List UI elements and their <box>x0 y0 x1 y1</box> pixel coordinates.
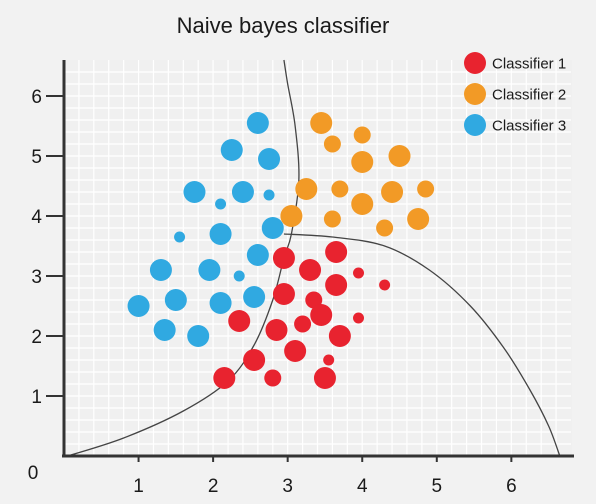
point-classifier-3 <box>198 259 221 281</box>
point-classifier-2 <box>351 151 374 173</box>
point-classifier-3 <box>153 319 176 341</box>
x-tick-label: 4 <box>357 476 368 497</box>
point-classifier-2 <box>295 178 318 200</box>
point-classifier-2 <box>407 208 430 230</box>
point-classifier-3 <box>220 139 243 161</box>
point-classifier-1 <box>353 312 365 324</box>
point-classifier-3 <box>183 181 206 203</box>
legend-label-classifier-2: Classifier 2 <box>492 87 566 104</box>
point-classifier-1 <box>323 354 335 366</box>
point-classifier-3 <box>243 286 266 308</box>
point-classifier-2 <box>323 210 341 228</box>
point-classifier-1 <box>310 304 333 326</box>
y-tick-label: 1 <box>31 387 42 408</box>
ticks: 1 2 3 4 5 6 1 2 3 4 5 6 <box>31 87 516 497</box>
legend-marker-classifier-2 <box>464 83 486 105</box>
origin-label: 0 <box>28 463 39 484</box>
point-classifier-1 <box>379 279 391 291</box>
point-classifier-1 <box>325 274 348 296</box>
point-classifier-3 <box>246 244 269 266</box>
point-classifier-1 <box>294 315 312 333</box>
point-classifier-2 <box>310 112 333 134</box>
point-classifier-2 <box>280 205 303 227</box>
y-tick-label: 5 <box>31 147 42 168</box>
y-tick-label: 3 <box>31 267 42 288</box>
point-classifier-3 <box>233 270 245 282</box>
chart-title: Naive bayes classifier <box>177 13 390 38</box>
legend-label-classifier-3: Classifier 3 <box>492 118 566 135</box>
point-classifier-1 <box>228 310 251 332</box>
point-classifier-3 <box>187 325 210 347</box>
point-classifier-3 <box>149 259 172 281</box>
point-classifier-3 <box>209 292 232 314</box>
x-tick-label: 2 <box>208 476 219 497</box>
decision-boundary-2 <box>283 233 561 457</box>
point-classifier-2 <box>331 180 349 198</box>
x-tick-label: 3 <box>282 476 293 497</box>
axes <box>62 60 574 458</box>
point-classifier-3 <box>174 231 186 243</box>
point-classifier-2 <box>353 126 371 144</box>
point-classifier-3 <box>263 189 275 201</box>
point-classifier-3 <box>231 181 254 203</box>
point-classifier-2 <box>388 145 411 167</box>
legend-marker-classifier-3 <box>464 114 486 136</box>
point-classifier-3 <box>164 289 187 311</box>
point-classifier-3 <box>261 217 284 239</box>
point-classifier-3 <box>215 198 227 210</box>
point-classifier-3 <box>246 112 269 134</box>
y-tick-label: 2 <box>31 327 42 348</box>
data-points <box>127 112 435 389</box>
point-classifier-1 <box>328 325 351 347</box>
point-classifier-2 <box>381 181 404 203</box>
legend-marker-classifier-1 <box>464 52 486 74</box>
point-classifier-2 <box>417 180 435 198</box>
x-tick-label: 6 <box>506 476 517 497</box>
y-tick-label: 6 <box>31 87 42 108</box>
point-classifier-3 <box>258 148 281 170</box>
point-classifier-1 <box>243 349 266 371</box>
point-classifier-1 <box>272 283 295 305</box>
decision-boundaries <box>67 59 561 457</box>
point-classifier-2 <box>376 219 394 237</box>
point-classifier-3 <box>127 295 150 317</box>
point-classifier-1 <box>265 319 288 341</box>
point-classifier-1 <box>299 259 322 281</box>
point-classifier-1 <box>213 367 236 389</box>
point-classifier-1 <box>305 291 323 309</box>
point-classifier-1 <box>325 241 348 263</box>
point-classifier-2 <box>323 135 341 153</box>
point-classifier-1 <box>284 340 307 362</box>
point-classifier-3 <box>209 223 232 245</box>
point-classifier-1 <box>313 367 336 389</box>
x-tick-label: 1 <box>133 476 144 497</box>
x-tick-label: 5 <box>432 476 443 497</box>
point-classifier-1 <box>353 267 365 279</box>
point-classifier-2 <box>351 193 374 215</box>
legend-label-classifier-1: Classifier 1 <box>492 56 566 73</box>
legend: Classifier 1 Classifier 2 Classifier 3 <box>464 52 566 136</box>
point-classifier-1 <box>272 247 295 269</box>
y-tick-label: 4 <box>31 207 42 228</box>
decision-boundary-1 <box>67 59 300 457</box>
point-classifier-1 <box>264 369 282 387</box>
